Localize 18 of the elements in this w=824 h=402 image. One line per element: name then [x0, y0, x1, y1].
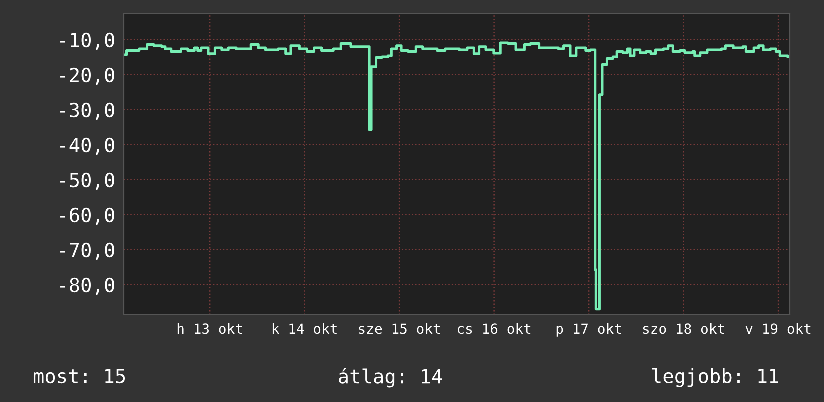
text: legjobb: 11 [652, 368, 778, 388]
x-tick-label: szo 18 okt [643, 323, 724, 334]
x-tick-label: cs 16 okt [458, 323, 531, 334]
x-tick-label: p 17 okt [556, 323, 622, 337]
x-tick-label: h 13 okt [178, 323, 242, 334]
y-tick-label: -20,0 [60, 68, 114, 86]
y-tick-label: -70,0 [60, 242, 114, 260]
text: most: 15 [34, 369, 126, 384]
x-tick-label: k 14 okt [272, 323, 337, 334]
x-tick-label: sze 15 okt [359, 323, 440, 334]
y-tick-label: -80,0 [60, 278, 114, 296]
y-tick-label: -50,0 [60, 172, 114, 190]
text: átlag: 14 [339, 368, 442, 388]
y-tick-label: -40,0 [60, 138, 114, 156]
y-tick-label: -60,0 [60, 208, 114, 226]
y-tick-label: -10,0 [60, 32, 114, 50]
x-tick-label: v 19 okt [746, 323, 811, 334]
y-tick-label: -30,0 [60, 102, 114, 120]
